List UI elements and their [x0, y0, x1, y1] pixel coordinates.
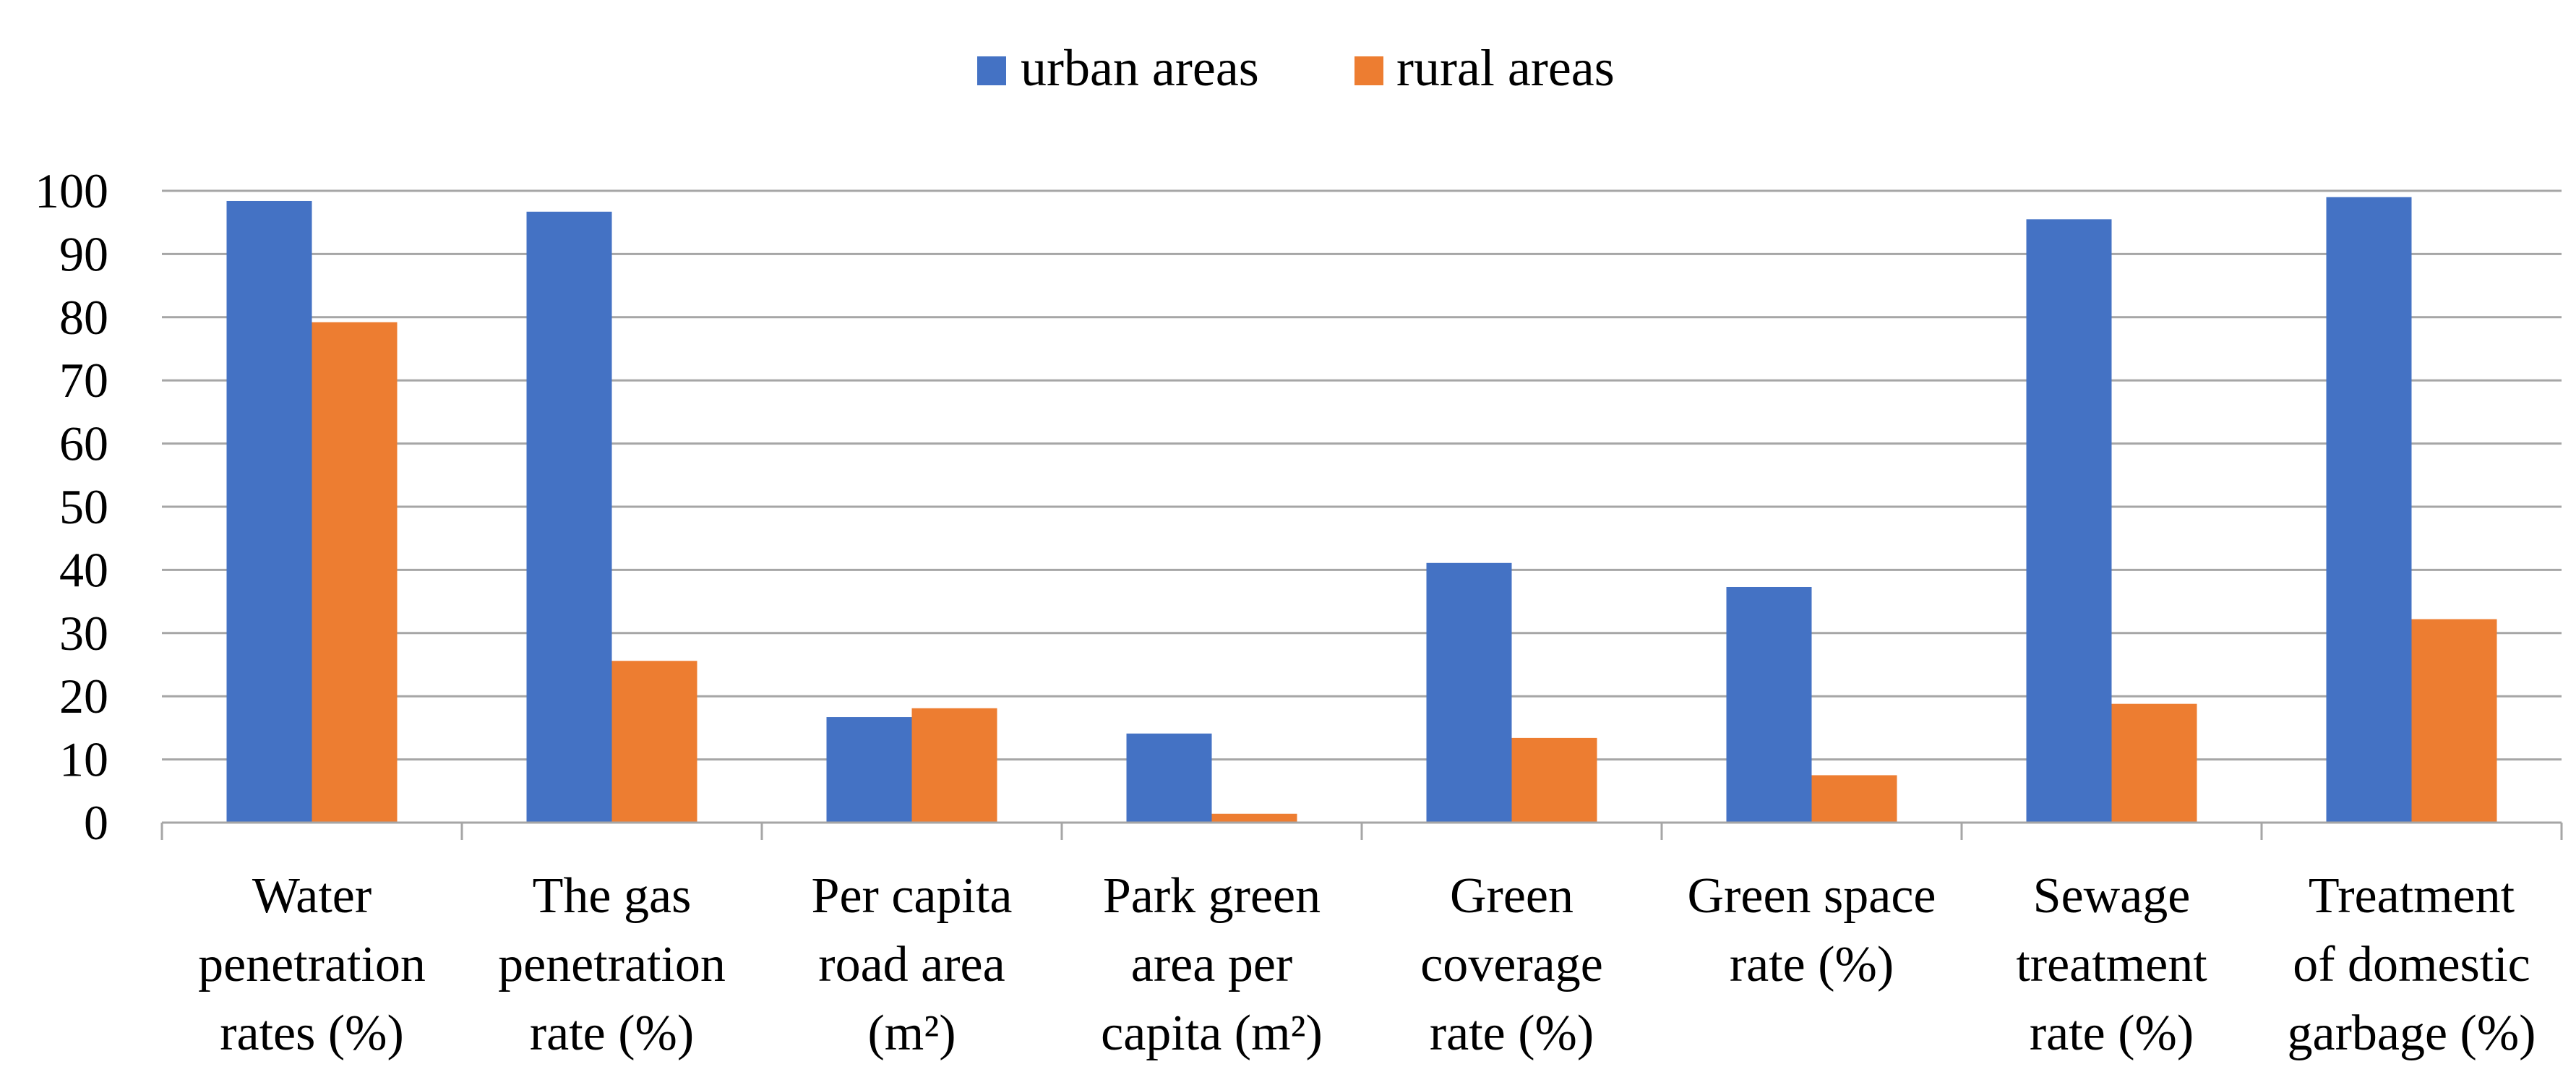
x-category-label: Per capita road area (m²)	[812, 868, 1013, 1061]
y-tick-label: 80	[59, 290, 108, 345]
bar-rural-areas-5[interactable]	[1511, 737, 1597, 823]
bar-rural-areas-1[interactable]	[312, 322, 398, 823]
y-tick-label: 0	[84, 795, 108, 850]
legend-swatch	[977, 56, 1006, 85]
bar-rural-areas-8[interactable]	[2411, 619, 2497, 823]
legend-item-rural-areas[interactable]: rural areas	[1354, 39, 1615, 97]
bars	[226, 197, 2497, 823]
bar-rural-areas-6[interactable]	[1811, 775, 1897, 823]
x-category-label: Water penetration rates (%)	[198, 868, 426, 1061]
bar-rural-areas-4[interactable]	[1211, 813, 1297, 823]
y-tick-label: 10	[59, 732, 108, 787]
legend-label: rural areas	[1396, 39, 1615, 97]
x-category-label: Park green area per capita (m²)	[1101, 868, 1323, 1061]
bar-urban-areas-7[interactable]	[2026, 219, 2112, 823]
x-category-label: Green coverage rate (%)	[1420, 868, 1603, 1061]
y-tick-label: 50	[59, 479, 108, 534]
gridlines	[162, 189, 2562, 761]
bar-urban-areas-5[interactable]	[1426, 562, 1512, 823]
y-tick-label: 90	[59, 226, 108, 281]
legend-swatch	[1354, 56, 1383, 85]
bar-rural-areas-3[interactable]	[911, 708, 997, 823]
bar-urban-areas-6[interactable]	[1726, 586, 1812, 823]
y-tick-label: 100	[35, 163, 108, 218]
y-tick-label: 40	[59, 542, 108, 597]
y-tick-label: 30	[59, 606, 108, 661]
bar-urban-areas-8[interactable]	[2326, 197, 2412, 823]
x-category-label: Treatment of domestic garbage (%)	[2288, 868, 2536, 1061]
x-category-label: Sewage treatment rate (%)	[2016, 868, 2207, 1061]
bar-rural-areas-7[interactable]	[2111, 703, 2197, 823]
bar-urban-areas-2[interactable]	[526, 211, 612, 823]
x-category-labels: Water penetration rates (%) The gas penetrat…	[198, 868, 2536, 1061]
y-tick-label: 60	[59, 416, 108, 471]
bar-urban-areas-4[interactable]	[1126, 733, 1212, 823]
bar-rural-areas-2[interactable]	[611, 661, 697, 823]
y-tick-label: 20	[59, 669, 108, 724]
x-category-label: Green space rate (%)	[1688, 868, 1936, 992]
y-tick-label: 70	[59, 353, 108, 408]
x-category-label: The gas penetration rate (%)	[498, 868, 726, 1061]
bar-urban-areas-3[interactable]	[826, 717, 912, 823]
legend-item-urban-areas[interactable]: urban areas	[977, 39, 1259, 97]
legend-label: urban areas	[1021, 39, 1259, 97]
bar-urban-areas-1[interactable]	[226, 200, 312, 823]
y-tick-labels: 0 10 20 30 40 50 60 70 80 90 100	[35, 163, 108, 850]
axes	[160, 821, 2563, 840]
legend[interactable]: urban areas rural areas	[977, 39, 1615, 97]
